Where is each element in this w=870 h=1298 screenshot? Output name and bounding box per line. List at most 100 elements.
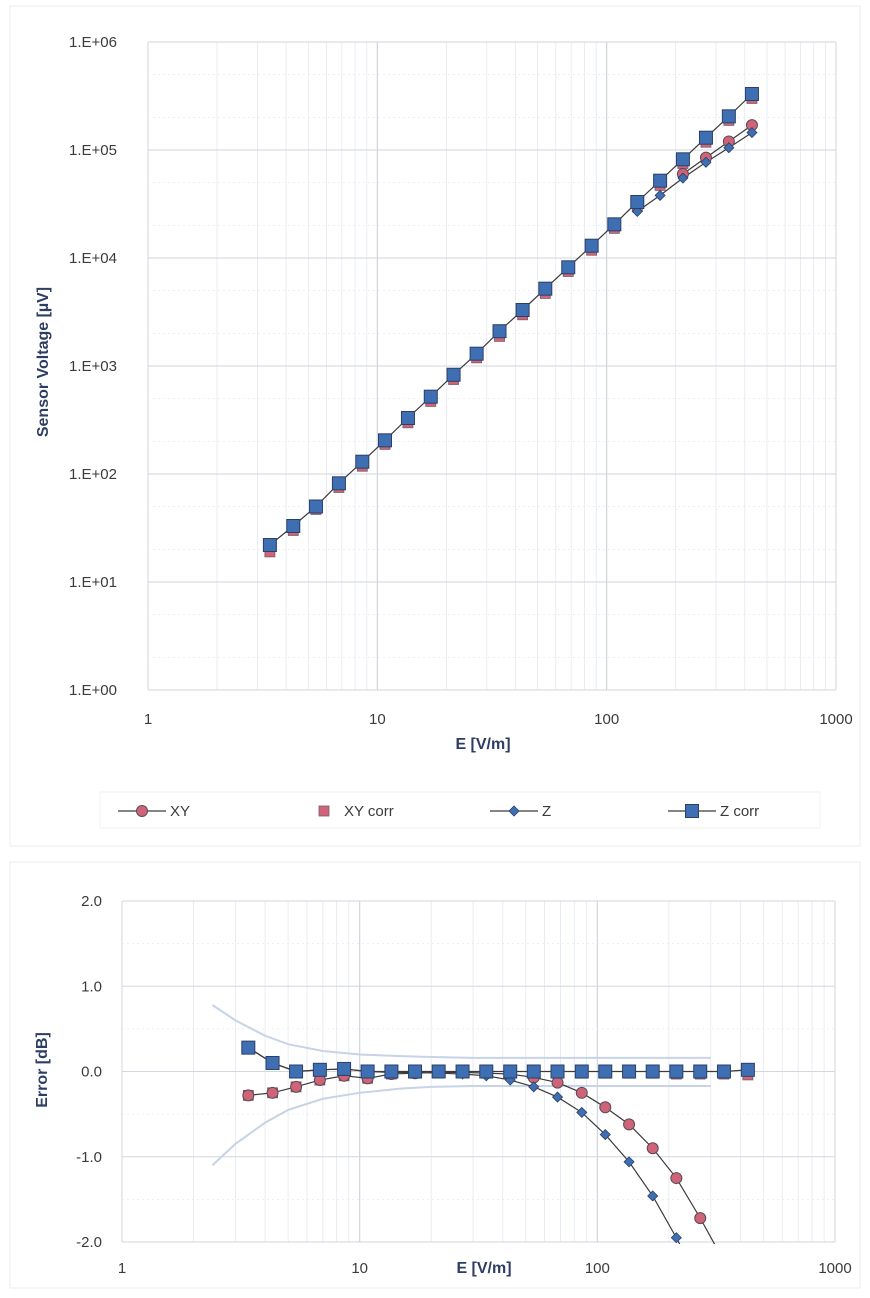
chart2-x-tick-labels: 1 10 100 1000 <box>118 1260 852 1277</box>
data-point-z-corr <box>423 389 438 404</box>
legend-item-z: Z <box>490 803 551 820</box>
data-point-z-corr <box>503 1064 518 1079</box>
data-point-z-corr <box>607 217 622 232</box>
data-point-z-corr <box>241 1040 256 1055</box>
data-point-z <box>599 1129 611 1141</box>
data-point-z-corr <box>645 1064 660 1079</box>
legend-item-xy-corr: XY corr <box>318 803 394 820</box>
plot-area <box>241 1040 755 1244</box>
data-point-xy <box>551 1076 564 1089</box>
data-point-z-corr <box>262 538 277 553</box>
data-point-z-corr <box>716 1064 731 1079</box>
data-point-z-corr <box>584 238 599 253</box>
data-point-z-corr <box>479 1064 494 1079</box>
data-point-xy <box>575 1086 588 1099</box>
data-point-z-corr <box>693 1064 708 1079</box>
data-point-xy <box>646 1142 659 1155</box>
data-point-xy <box>623 1118 636 1131</box>
upper-tolerance-line <box>211 1004 711 1059</box>
data-point-z-corr <box>526 1064 541 1079</box>
legend-label: XY corr <box>344 803 394 820</box>
chart2-x-axis-label: E [V/m] <box>456 1260 511 1277</box>
data-point-z <box>623 1156 635 1168</box>
data-point-z-corr <box>384 1064 399 1079</box>
data-point-z <box>647 1190 659 1202</box>
data-point-z-corr <box>598 1064 613 1079</box>
sensor-voltage-chart: 1.E+00 1.E+01 1.E+02 1.E+03 1.E+04 1.E+05 1.E+… <box>9 5 861 847</box>
chart2-y-axis-label: Error [dB] <box>34 1032 51 1108</box>
data-point-z-corr <box>561 260 576 275</box>
legend-item-xy: XY <box>118 803 190 820</box>
y-tick-label: 1.E+03 <box>69 358 117 375</box>
data-point-xy <box>290 1080 303 1093</box>
chart2-y-tick-labels: 2.0 1.0 0.0 -1.0 -2.0 <box>76 893 102 1251</box>
y-tick-label: 1.0 <box>81 978 102 995</box>
data-point-z-corr <box>492 324 507 339</box>
chart1-y-axis-label: Sensor Voltage [µV] <box>35 287 52 437</box>
data-point-z-corr <box>308 499 323 514</box>
data-point-z-corr <box>515 303 530 318</box>
data-point-z-corr <box>355 454 370 469</box>
data-point-z-corr <box>669 1064 684 1079</box>
data-point-z-corr <box>698 130 713 145</box>
x-tick-label: 10 <box>351 1260 368 1277</box>
data-point-z <box>700 156 712 168</box>
data-point-z-corr <box>265 1055 280 1070</box>
data-point-z-corr <box>289 1064 304 1079</box>
data-point-z-corr <box>337 1061 352 1076</box>
data-point-z-corr <box>286 519 301 534</box>
data-point-xy <box>266 1086 279 1099</box>
data-point-z-corr <box>740 1062 755 1077</box>
data-point-z-corr <box>455 1064 470 1079</box>
legend-item-z-corr: Z corr <box>668 803 759 820</box>
data-point-xy <box>694 1212 707 1225</box>
data-point-z-corr <box>377 433 392 448</box>
y-tick-label: -1.0 <box>76 1149 102 1166</box>
y-tick-label: 1.E+02 <box>69 466 117 483</box>
y-tick-label: 1.E+05 <box>69 142 117 159</box>
data-point-z-corr <box>469 346 484 361</box>
data-point-z <box>551 1091 564 1103</box>
chart1-x-tick-labels: 1 10 100 1000 <box>144 711 853 728</box>
chart1-legend: XY XY corr Z Z corr <box>99 791 821 829</box>
x-tick-label: 1000 <box>818 1260 851 1277</box>
legend-marker <box>508 805 520 817</box>
y-tick-label: 0.0 <box>81 1064 102 1081</box>
chart2-series <box>241 1040 755 1244</box>
data-point-z-corr <box>550 1064 565 1079</box>
data-point-z <box>576 1106 588 1118</box>
x-tick-label: 100 <box>594 711 619 728</box>
data-point-z-corr <box>538 281 553 296</box>
data-point-z-corr <box>574 1064 589 1079</box>
data-point-z <box>528 1081 540 1093</box>
series-line-xy <box>682 124 753 175</box>
x-tick-label: 1 <box>144 711 152 728</box>
chart1-x-axis-label: E [V/m] <box>455 736 510 753</box>
data-point-xy <box>670 1172 683 1185</box>
data-point-z-corr <box>630 195 645 210</box>
data-point-z-corr <box>675 152 690 167</box>
data-point-z <box>654 189 666 201</box>
legend-marker <box>685 804 699 818</box>
data-point-z-corr <box>446 367 461 382</box>
y-tick-label: -2.0 <box>76 1234 102 1251</box>
data-point-xy <box>599 1101 612 1114</box>
x-tick-label: 1 <box>118 1260 126 1277</box>
error-chart: 2.0 1.0 0.0 -1.0 -2.0 1 10 100 1000 E [V/m] Err… <box>9 861 861 1289</box>
data-point-z-corr <box>622 1064 637 1079</box>
legend-label: Z <box>542 803 551 820</box>
data-point-z-corr <box>400 411 415 426</box>
lower-tolerance-line <box>211 1084 711 1167</box>
legend-box <box>99 791 821 829</box>
data-point-z <box>677 172 689 184</box>
data-point-z <box>670 1232 682 1244</box>
legend-marker <box>136 805 148 817</box>
data-point-z-corr <box>360 1064 375 1079</box>
legend-marker <box>318 805 330 817</box>
x-tick-label: 100 <box>585 1260 610 1277</box>
series-line-z-corr <box>247 1047 748 1073</box>
series-line-z-corr <box>269 93 753 546</box>
y-tick-label: 1.E+04 <box>69 250 117 267</box>
data-point-z-corr <box>721 109 736 124</box>
data-point-z <box>746 127 758 139</box>
